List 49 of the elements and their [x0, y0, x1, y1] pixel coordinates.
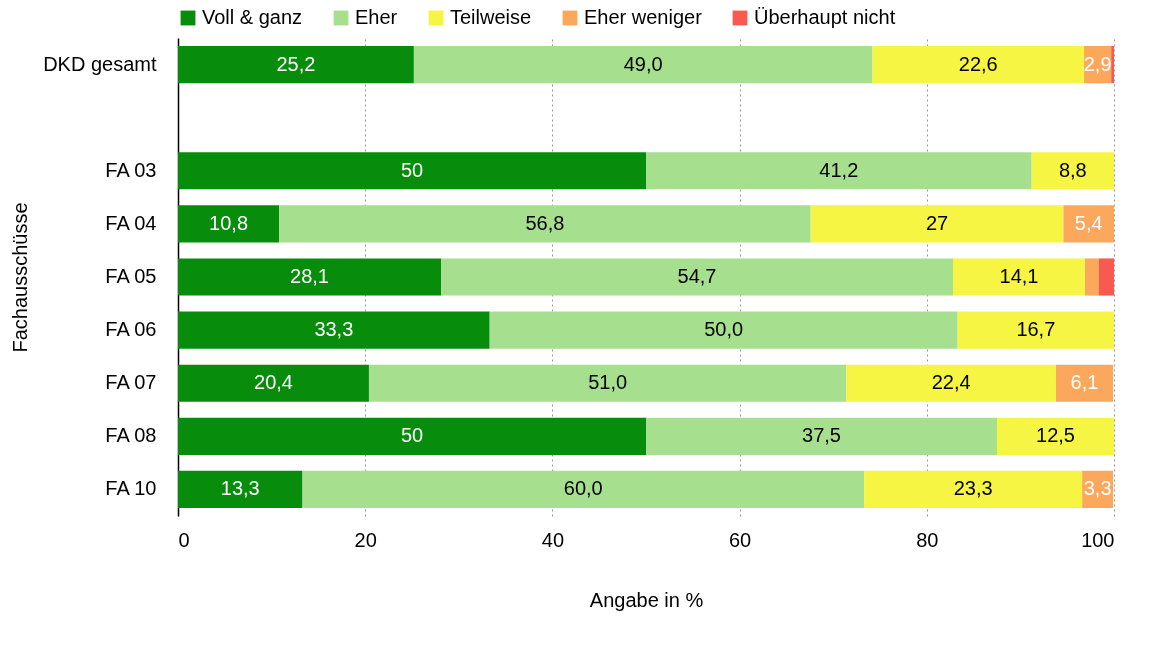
x-tick-label: 40	[541, 528, 565, 551]
data-label: 23,3	[953, 477, 993, 500]
y-tick-label: FA 05	[105, 265, 157, 287]
data-label: 50,0	[704, 318, 744, 341]
legend-label: Eher weniger	[584, 6, 703, 28]
legend-label: Teilweise	[450, 6, 532, 28]
data-label: 25,2	[276, 52, 316, 75]
data-label: 33,3	[314, 318, 354, 341]
data-label: 10,8	[209, 211, 249, 234]
legend-label: Voll & ganz	[202, 6, 303, 28]
y-axis-title: Fachausschüsse	[9, 202, 32, 353]
data-label: 54,7	[677, 265, 717, 287]
y-tick-label: DKD gesamt	[43, 52, 157, 75]
legend-label: Eher	[355, 6, 398, 28]
y-tick-label: FA 06	[105, 318, 157, 341]
data-label: 27	[925, 211, 949, 234]
data-label: 13,3	[220, 477, 260, 500]
data-label: 12,5	[1036, 424, 1075, 447]
y-tick-label: FA 03	[105, 158, 157, 181]
x-axis-title: Angabe in %	[589, 588, 704, 611]
y-tick-label: FA 08	[105, 424, 157, 447]
data-label: 6,1	[1070, 371, 1099, 394]
data-label: 8,8	[1058, 158, 1087, 181]
data-label: 3,3	[1083, 477, 1112, 500]
legend-label: Überhaupt nicht	[754, 6, 896, 28]
y-tick-label: FA 04	[105, 211, 157, 234]
data-label: 41,2	[819, 158, 859, 181]
data-label: 14,1	[999, 265, 1039, 287]
x-tick-label: 0	[178, 528, 190, 551]
data-label: 5,4	[1074, 211, 1103, 234]
data-label: 22,6	[958, 52, 998, 75]
data-label: 50	[400, 424, 424, 447]
x-tick-label: 20	[354, 528, 377, 551]
x-tick-label: 100	[1081, 528, 1115, 551]
y-tick-label: FA 07	[105, 371, 157, 394]
data-label: 51,0	[588, 371, 628, 394]
data-label: 49,0	[623, 52, 663, 75]
data-label: 28,1	[290, 265, 329, 287]
data-label: 20,4	[254, 371, 293, 394]
data-label: 60,0	[563, 477, 603, 500]
data-label: 37,5	[802, 424, 841, 447]
data-label: 50	[400, 158, 424, 181]
x-tick-label: 80	[916, 528, 939, 551]
data-label: 56,8	[525, 211, 565, 234]
data-label: 16,7	[1016, 318, 1056, 341]
y-tick-label: FA 10	[105, 477, 157, 500]
data-label: 2,9	[1083, 52, 1112, 75]
data-label: 22,4	[931, 371, 971, 394]
x-tick-label: 60	[728, 528, 752, 551]
